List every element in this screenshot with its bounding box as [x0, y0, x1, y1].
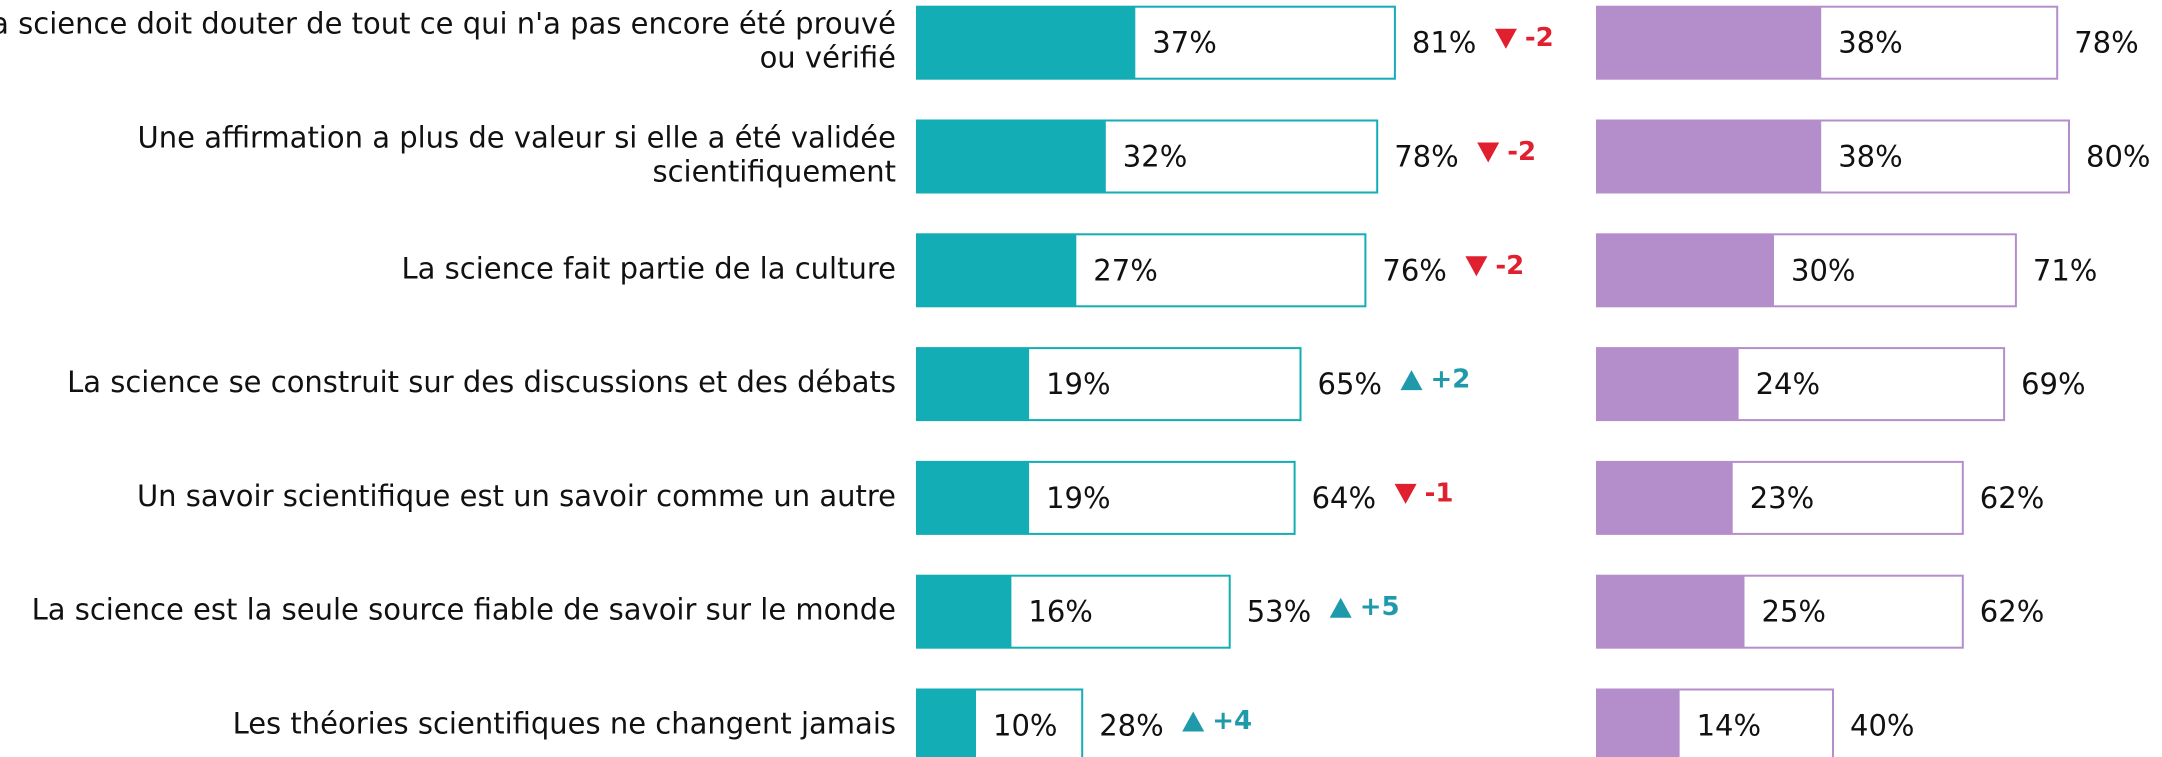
- total-label: 62%: [1980, 595, 2044, 629]
- bar: [1597, 120, 1822, 193]
- category-label: ou vérifié: [760, 41, 896, 75]
- value-label: 30%: [1791, 253, 1855, 287]
- total-label: 28%: [1099, 709, 1163, 743]
- value-label: 38%: [1838, 140, 1902, 174]
- change-arrow: [1329, 597, 1352, 618]
- total-label: 62%: [1980, 481, 2044, 515]
- value-label: 19%: [1046, 481, 1110, 515]
- value-label: 14%: [1697, 709, 1761, 743]
- total-label: 76%: [1382, 253, 1446, 287]
- bar: [917, 348, 1030, 421]
- total-label: 65%: [1318, 367, 1382, 401]
- value-label: 25%: [1762, 595, 1826, 629]
- change-label: -2: [1495, 251, 1524, 281]
- category-label: La science doit douter de tout ce qui n'…: [0, 7, 896, 41]
- value-label: 37%: [1152, 26, 1216, 60]
- total-label: 69%: [2021, 367, 2085, 401]
- change-label: +5: [1360, 592, 1400, 622]
- value-label: 16%: [1028, 595, 1092, 629]
- change-arrow: [1394, 483, 1417, 504]
- category-label: Une affirmation a plus de valeur si elle…: [138, 121, 896, 155]
- bar: [917, 234, 1077, 307]
- category-label: Un savoir scientifique est un savoir com…: [137, 479, 896, 513]
- value-label: 38%: [1838, 26, 1902, 60]
- category-label: scientifiquement: [653, 155, 897, 189]
- total-label: 81%: [1412, 26, 1476, 60]
- bar: [1597, 6, 1822, 79]
- value-label: 24%: [1756, 367, 1820, 401]
- bar: [917, 575, 1012, 648]
- bar: [917, 461, 1030, 534]
- total-label: 53%: [1247, 595, 1311, 629]
- change-arrow: [1477, 142, 1500, 163]
- change-arrow: [1182, 711, 1205, 732]
- bar: [917, 6, 1136, 79]
- value-label: 32%: [1123, 140, 1187, 174]
- category-label: Les théories scientifiques ne changent j…: [233, 707, 896, 741]
- bar: [1597, 234, 1774, 307]
- bar: [1597, 348, 1739, 421]
- change-label: -2: [1525, 23, 1554, 53]
- total-label: 71%: [2033, 253, 2097, 287]
- total-label: 64%: [1312, 481, 1376, 515]
- value-label: 27%: [1093, 253, 1157, 287]
- value-label: 19%: [1046, 367, 1110, 401]
- total-label: 78%: [2074, 26, 2138, 60]
- change-arrow: [1400, 370, 1423, 391]
- total-label: 78%: [1394, 140, 1458, 174]
- bar: [1597, 461, 1733, 534]
- category-label: La science se construit sur des discussi…: [67, 365, 896, 399]
- category-label: La science fait partie de la culture: [402, 251, 896, 285]
- bar: [917, 689, 976, 757]
- change-arrow: [1465, 256, 1488, 277]
- category-label: La science est la seule source fiable de…: [32, 593, 896, 627]
- change-arrow: [1494, 28, 1517, 49]
- bar: [1597, 575, 1745, 648]
- change-label: -2: [1507, 137, 1536, 167]
- bar: [917, 120, 1106, 193]
- change-label: +4: [1212, 706, 1252, 736]
- total-label: 40%: [1850, 709, 1914, 743]
- total-label: 80%: [2086, 140, 2150, 174]
- value-label: 23%: [1750, 481, 1814, 515]
- change-label: -1: [1425, 478, 1454, 508]
- change-label: +2: [1431, 365, 1471, 395]
- value-label: 10%: [993, 709, 1057, 743]
- bar: [1597, 689, 1680, 757]
